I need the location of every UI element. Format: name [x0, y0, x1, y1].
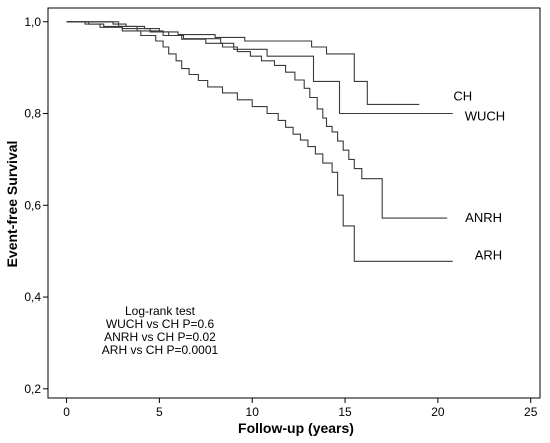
annotation-line: WUCH vs CH P=0.6 [106, 317, 215, 331]
x-axis-title: Follow-up (years) [238, 420, 354, 436]
series-line-arh [66, 21, 453, 262]
x-tick-label: 0 [63, 405, 70, 419]
plot-frame [47, 7, 541, 399]
y-tick-label: 0,6 [24, 198, 41, 212]
series-end-labels: CH WUCH ANRH ARH [453, 88, 505, 262]
x-tick-label: 25 [524, 405, 538, 419]
x-tick-label: 15 [338, 405, 352, 419]
y-tick-label: 0,4 [24, 290, 41, 304]
annotation-line: ANRH vs CH P=0.02 [104, 330, 216, 344]
series-label-arh: ARH [475, 247, 502, 262]
y-tick-label: 0,2 [24, 382, 41, 396]
y-axis-title: Event-free Survival [4, 141, 20, 268]
x-tick-label: 20 [431, 405, 445, 419]
annotation-line: ARH vs CH P=0.0001 [102, 343, 219, 357]
x-tick-label: 5 [156, 405, 163, 419]
y-tick-label: 0,8 [24, 107, 41, 121]
series-label-wuch: WUCH [465, 109, 505, 124]
y-tick-label: 1,0 [24, 15, 41, 29]
series-lines [66, 21, 453, 262]
series-line-ch [66, 21, 420, 105]
series-label-ch: CH [453, 88, 472, 103]
annotation-line: Log-rank test [125, 304, 196, 318]
axes: 0 5 10 15 20 25 0,2 0,4 0,6 0,8 1,0 [24, 7, 541, 419]
x-tick-label: 10 [246, 405, 260, 419]
series-line-anrh [66, 21, 448, 219]
series-label-anrh: ANRH [465, 210, 502, 225]
series-line-wuch [66, 21, 453, 115]
